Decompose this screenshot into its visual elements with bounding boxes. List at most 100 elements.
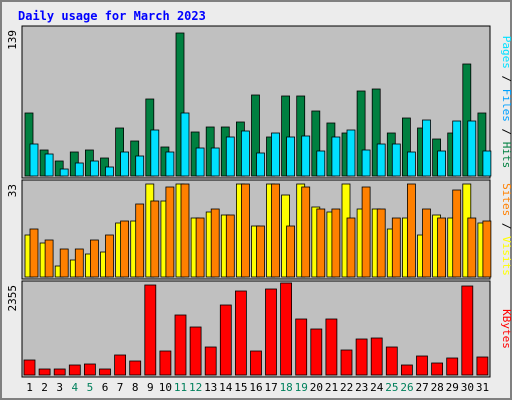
x-tick-label-day-26: 26 xyxy=(400,381,413,394)
kbytes-panel: 2355 KBytes xyxy=(6,280,512,378)
x-tick-label-day-10: 10 xyxy=(159,381,172,394)
bar-hits-day-18 xyxy=(281,95,291,177)
bar-sites-day-20 xyxy=(316,208,326,278)
bar-sites-day-3 xyxy=(59,248,69,278)
bar-kbytes-day-4 xyxy=(68,364,81,376)
x-tick-label-day-15: 15 xyxy=(234,381,247,394)
bar-hits-day-16 xyxy=(251,94,260,177)
bar-pages-day-14 xyxy=(225,136,235,177)
bar-pages-day-8 xyxy=(135,155,145,177)
bar-hits-day-30 xyxy=(462,63,472,177)
legend-files: Files xyxy=(500,89,512,122)
bar-pages-day-7 xyxy=(120,151,129,177)
bar-sites-day-18 xyxy=(286,225,296,278)
bottom-legend-label: KBytes xyxy=(500,309,512,349)
bar-pages-day-13 xyxy=(210,147,220,177)
x-tick-label-day-9: 9 xyxy=(147,381,154,394)
hits-files-pages-panel: 139 Pages / Files / Hits xyxy=(6,25,512,179)
x-tick-label-day-14: 14 xyxy=(219,381,233,394)
bar-sites-day-12 xyxy=(195,217,205,278)
bar-sites-day-8 xyxy=(135,203,145,278)
y-max-label-middle: 33 xyxy=(6,184,19,197)
bar-kbytes-day-5 xyxy=(84,363,96,376)
bar-sites-day-1 xyxy=(29,228,39,278)
bar-pages-day-1 xyxy=(29,143,39,177)
bar-pages-day-21 xyxy=(331,136,341,177)
bar-hits-day-23 xyxy=(356,90,366,177)
bar-kbytes-day-22 xyxy=(340,349,353,376)
day-axis: 1 2 3 4 5 6 7 8 9 10 11 12 13 14 15 16 17 18 19 20 21 22 23 24 2… xyxy=(26,381,489,394)
bar-kbytes-day-21 xyxy=(325,318,338,376)
bar-kbytes-day-26 xyxy=(400,364,413,376)
bar-hits-day-26 xyxy=(401,117,411,177)
legend-pages: Pages xyxy=(500,36,512,69)
bar-kbytes-day-12 xyxy=(189,326,202,376)
x-tick-label-day-5: 5 xyxy=(87,381,94,394)
bar-sites-day-15 xyxy=(240,183,250,278)
legend-separator: / xyxy=(500,216,512,236)
bar-sites-day-28 xyxy=(437,217,447,278)
bar-pages-day-12 xyxy=(195,147,205,177)
middle-legend-label: Sites / Visits xyxy=(500,183,512,276)
bar-sites-day-9 xyxy=(150,200,160,278)
legend-visits: Visits xyxy=(500,236,512,276)
bar-kbytes-day-8 xyxy=(129,360,142,376)
bar-kbytes-day-3 xyxy=(53,368,66,376)
x-tick-label-day-2: 2 xyxy=(41,381,48,394)
legend-separator: / xyxy=(500,69,512,89)
x-tick-label-day-30: 30 xyxy=(461,381,474,394)
bar-hits-day-3 xyxy=(54,160,64,177)
bar-pages-day-5 xyxy=(90,160,99,177)
x-tick-label-day-22: 22 xyxy=(340,381,353,394)
bar-sites-day-4 xyxy=(74,248,84,278)
y-max-label-top: 139 xyxy=(6,30,19,50)
bar-pages-day-4 xyxy=(74,162,84,177)
bar-hits-day-24 xyxy=(371,88,381,177)
bar-sites-day-23 xyxy=(361,186,371,278)
x-tick-label-day-20: 20 xyxy=(310,381,323,394)
x-tick-label-day-21: 21 xyxy=(325,381,338,394)
x-tick-label-day-23: 23 xyxy=(355,381,368,394)
bar-kbytes-day-31 xyxy=(476,356,489,376)
x-tick-label-day-19: 19 xyxy=(295,381,308,394)
bar-pages-day-23 xyxy=(361,149,371,177)
bar-sites-day-27 xyxy=(422,208,431,278)
bar-pages-day-11 xyxy=(180,112,190,177)
x-tick-label-day-13: 13 xyxy=(204,381,217,394)
bar-pages-day-2 xyxy=(44,153,54,177)
bar-pages-day-17 xyxy=(271,132,280,177)
chart-title: Daily usage for March 2023 xyxy=(18,9,206,23)
bar-sites-day-29 xyxy=(452,189,462,278)
bar-pages-day-27 xyxy=(422,119,431,177)
x-tick-label-day-28: 28 xyxy=(431,381,444,394)
x-tick-label-day-31: 31 xyxy=(476,381,489,394)
bar-kbytes-day-29 xyxy=(446,357,459,376)
bar-hits-day-31 xyxy=(477,112,487,177)
bar-pages-day-25 xyxy=(391,143,401,177)
bar-sites-day-24 xyxy=(376,208,386,278)
x-tick-label-day-4: 4 xyxy=(71,381,78,394)
bar-pages-day-15 xyxy=(240,130,250,177)
x-tick-label-day-1: 1 xyxy=(26,381,33,394)
x-tick-label-day-18: 18 xyxy=(280,381,293,394)
bar-kbytes-day-9 xyxy=(144,284,157,376)
bar-sites-day-11 xyxy=(180,183,190,278)
x-tick-label-day-6: 6 xyxy=(102,381,109,394)
bar-sites-day-13 xyxy=(210,208,220,278)
legend-kbytes: KBytes xyxy=(500,309,512,349)
x-tick-label-day-3: 3 xyxy=(56,381,63,394)
x-tick-label-day-8: 8 xyxy=(132,381,139,394)
bar-pages-day-20 xyxy=(316,150,326,177)
bar-pages-day-9 xyxy=(150,129,160,177)
bar-sites-day-21 xyxy=(331,208,341,278)
bar-kbytes-day-10 xyxy=(159,350,172,376)
bar-hits-day-11 xyxy=(175,32,185,177)
bar-kbytes-day-25 xyxy=(385,346,398,376)
bar-hits-day-20 xyxy=(311,110,321,177)
bar-pages-day-24 xyxy=(376,143,386,177)
bar-sites-day-25 xyxy=(391,217,401,278)
bar-sites-day-5 xyxy=(90,239,99,278)
bar-kbytes-day-14 xyxy=(219,304,232,376)
